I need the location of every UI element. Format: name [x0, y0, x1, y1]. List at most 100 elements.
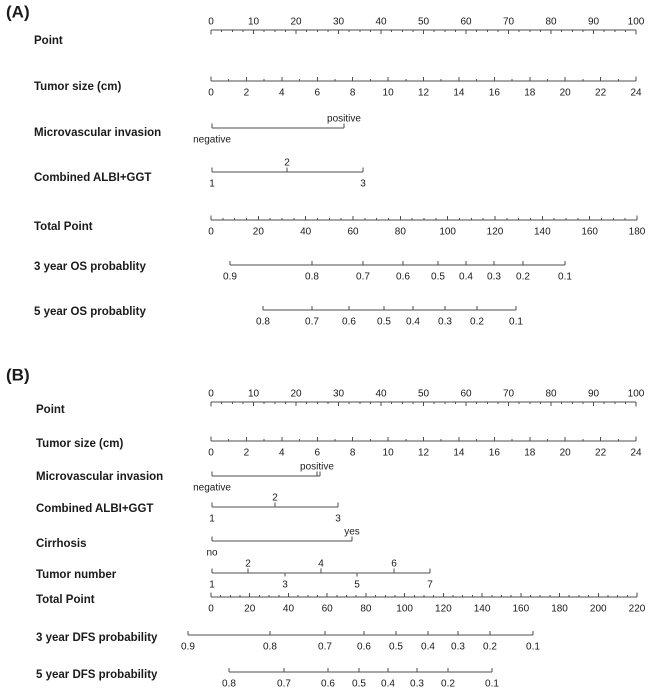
panel-tag: (B): [6, 366, 30, 385]
tick-label: 180: [629, 227, 646, 238]
tick-label: 20: [560, 448, 572, 459]
tick-label: 40: [300, 227, 312, 238]
category-label: 6: [391, 559, 397, 570]
tick-label: 0: [208, 604, 214, 615]
tick-label: 80: [545, 389, 557, 400]
row-label: 5 year OS probablity: [34, 306, 146, 318]
row-label: 5 year DFS probability: [36, 669, 158, 681]
probability-tick-label: 0.4: [459, 272, 473, 283]
row-point: Point 0 10 20 30 40 50 60 70 80 90 100: [36, 389, 645, 417]
tick-label: 2: [244, 88, 250, 99]
tick-label: 30: [333, 389, 345, 400]
tick-label: 0: [208, 17, 214, 28]
tick-label: 18: [524, 448, 536, 459]
probability-tick-label: 0.7: [318, 642, 332, 653]
row-label: Cirrhosis: [36, 538, 87, 550]
probability-tick-label: 0.5: [377, 317, 391, 328]
tick-label: 12: [418, 88, 430, 99]
category-label: 5: [354, 580, 360, 591]
tick-label: 0: [208, 389, 214, 400]
tick-label: 20: [290, 17, 302, 28]
tick-label: 40: [375, 17, 387, 28]
tick-label: 30: [333, 17, 345, 28]
category-label: 7: [427, 580, 433, 591]
row-label: Total Point: [34, 221, 93, 233]
probability-tick-label: 0.9: [223, 272, 237, 283]
tick-label: 10: [248, 17, 260, 28]
probability-tick-label: 0.3: [451, 642, 465, 653]
category-label: 1: [209, 580, 215, 591]
tick-label: 0: [208, 88, 214, 99]
row-label: Point: [34, 35, 63, 47]
category-label: positive: [327, 114, 361, 125]
tick-label: 4: [279, 88, 285, 99]
probability-tick-label: 0.3: [438, 317, 452, 328]
row-label: 3 year OS probablity: [34, 261, 146, 273]
probability-tick-label: 0.1: [485, 679, 499, 690]
tick-label: 16: [489, 448, 501, 459]
row-label: Tumor number: [36, 569, 117, 581]
probability-tick-label: 0.2: [516, 272, 530, 283]
tick-label: 200: [590, 604, 607, 615]
tick-label: 160: [512, 604, 529, 615]
probability-tick-label: 0.3: [410, 679, 424, 690]
probability-tick-label: 0.7: [356, 272, 370, 283]
tick-label: 80: [395, 227, 407, 238]
tick-label: 140: [474, 604, 491, 615]
category-label: 3: [360, 179, 366, 190]
probability-tick-label: 0.5: [389, 642, 403, 653]
row-label: 3 year DFS probability: [36, 632, 158, 644]
row-3-year-dfs-probability: 3 year DFS probability 0.9 0.8 0.7 0.6 0.5 0.4…: [36, 631, 540, 653]
category-label: 1: [209, 514, 215, 525]
tick-label: 70: [503, 17, 515, 28]
tick-label: 10: [383, 88, 395, 99]
probability-tick-label: 0.6: [357, 642, 371, 653]
tick-label: 90: [588, 389, 600, 400]
row-label: Tumor size (cm): [34, 81, 121, 93]
probability-tick-label: 0.6: [342, 317, 356, 328]
probability-tick-label: 0.8: [263, 642, 277, 653]
tick-label: 100: [439, 227, 456, 238]
tick-label: 100: [628, 17, 645, 28]
tick-label: 8: [350, 88, 356, 99]
tick-label: 20: [560, 88, 572, 99]
row-label: Combined ALBI+GGT: [34, 172, 151, 184]
probability-tick-label: 0.4: [421, 642, 435, 653]
category-label: negative: [193, 135, 231, 146]
probability-tick-label: 0.8: [305, 272, 319, 283]
tick-label: 10: [383, 448, 395, 459]
probability-tick-label: 0.6: [321, 679, 335, 690]
probability-tick-label: 0.4: [381, 679, 395, 690]
category-label: 3: [282, 580, 288, 591]
row-label: Combined ALBI+GGT: [36, 503, 153, 515]
tick-label: 60: [460, 17, 472, 28]
probability-tick-label: 0.2: [441, 679, 455, 690]
tick-label: 20: [253, 227, 265, 238]
tick-label: 0: [208, 448, 214, 459]
row-label: Total Point: [36, 594, 95, 606]
category-label: positive: [300, 462, 334, 473]
row-label: Microvascular invasion: [36, 471, 163, 483]
probability-tick-label: 0.9: [181, 642, 195, 653]
category-label: yes: [344, 527, 360, 538]
category-label: 1: [209, 179, 215, 190]
tick-label: 22: [595, 448, 607, 459]
row-microvascular-invasion: Microvascular invasion negative positive: [34, 114, 361, 146]
tick-label: 50: [418, 17, 430, 28]
category-label: negative: [193, 483, 231, 494]
probability-tick-label: 0.7: [305, 317, 319, 328]
tick-label: 14: [453, 448, 465, 459]
row-total-point: Total Point 0 20 40 60 80 100 120 140 160 180 200 22…: [36, 592, 646, 615]
tick-label: 18: [524, 88, 536, 99]
probability-tick-label: 0.5: [352, 679, 366, 690]
row-combined-albi-ggt: Combined ALBI+GGT 1 2 3: [36, 493, 341, 525]
tick-label: 60: [460, 389, 472, 400]
tick-label: 22: [595, 88, 607, 99]
row-total-point: Total Point 0 20 40 60 80 100 120 140 160 180: [34, 215, 646, 238]
tick-label: 8: [350, 448, 356, 459]
tick-label: 20: [290, 389, 302, 400]
